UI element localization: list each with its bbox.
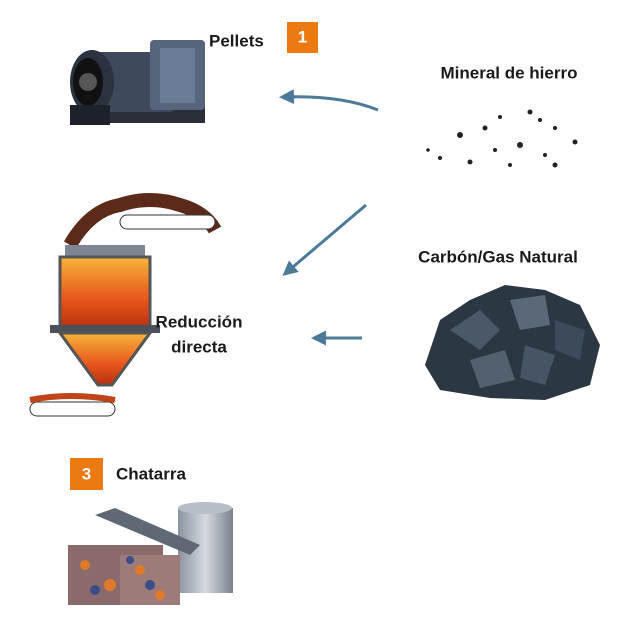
iron-ore-illustration-part	[543, 153, 547, 157]
scrap-illustration	[68, 502, 233, 605]
iron-ore-illustration-part	[498, 115, 502, 119]
iron-ore-illustration-part	[483, 126, 488, 131]
iron-ore-illustration-part	[493, 148, 497, 152]
furnace-illustration	[30, 200, 215, 416]
badge: 3	[82, 464, 91, 483]
scrap-illustration-part-part	[104, 579, 116, 591]
pellet-machine-illustration	[70, 40, 205, 125]
pellet-machine-illustration-part	[70, 105, 110, 125]
diagram: Pellets 1 Mineral de hierro Carbón/Gas N…	[0, 0, 621, 613]
furnace-illustration-part	[30, 396, 115, 400]
iron-ore-illustration-part	[517, 142, 523, 148]
iron-ore-illustration-part	[553, 126, 557, 130]
scrap-illustration-part-part	[90, 585, 100, 595]
iron-ore-illustration	[426, 110, 577, 168]
iron-ore-illustration-part	[573, 140, 578, 145]
coal-illustration	[425, 285, 600, 400]
iron-ore-illustration-part	[468, 160, 473, 165]
iron-ore-illustration-part	[508, 163, 512, 167]
label: directa	[171, 337, 227, 356]
furnace-illustration-part	[60, 257, 150, 327]
scrap-illustration-part-part	[145, 580, 155, 590]
pellet-machine-illustration-part	[79, 73, 97, 91]
scrap-illustration-part-part	[126, 556, 134, 564]
iron-ore-illustration-part	[538, 118, 542, 122]
furnace-illustration-part	[30, 402, 115, 416]
scrap-illustration-part-part	[80, 560, 90, 570]
iron-ore-illustration-part	[457, 132, 463, 138]
badge: 1	[298, 27, 307, 46]
iron-ore-illustration-part	[426, 148, 430, 152]
flow-arrow	[285, 97, 378, 338]
label: Carbón/Gas Natural	[418, 247, 578, 266]
scrap-illustration-part-part	[135, 565, 145, 575]
label: Reducción	[156, 312, 243, 331]
label: Chatarra	[116, 464, 186, 483]
pellet-machine-illustration-part	[160, 48, 195, 103]
label: Pellets	[209, 31, 264, 50]
iron-ore-illustration-part	[438, 156, 442, 160]
label: Mineral de hierro	[441, 63, 578, 82]
scrap-illustration-part	[178, 502, 232, 514]
furnace-illustration-part	[65, 245, 145, 257]
iron-ore-illustration-part	[528, 110, 533, 115]
iron-ore-illustration-part	[553, 163, 558, 168]
furnace-illustration-part	[60, 333, 150, 385]
flow-arrow-part	[287, 205, 366, 272]
scrap-illustration-part-part	[155, 590, 165, 600]
flow-arrow-part	[285, 97, 378, 110]
furnace-illustration-part	[120, 215, 215, 229]
